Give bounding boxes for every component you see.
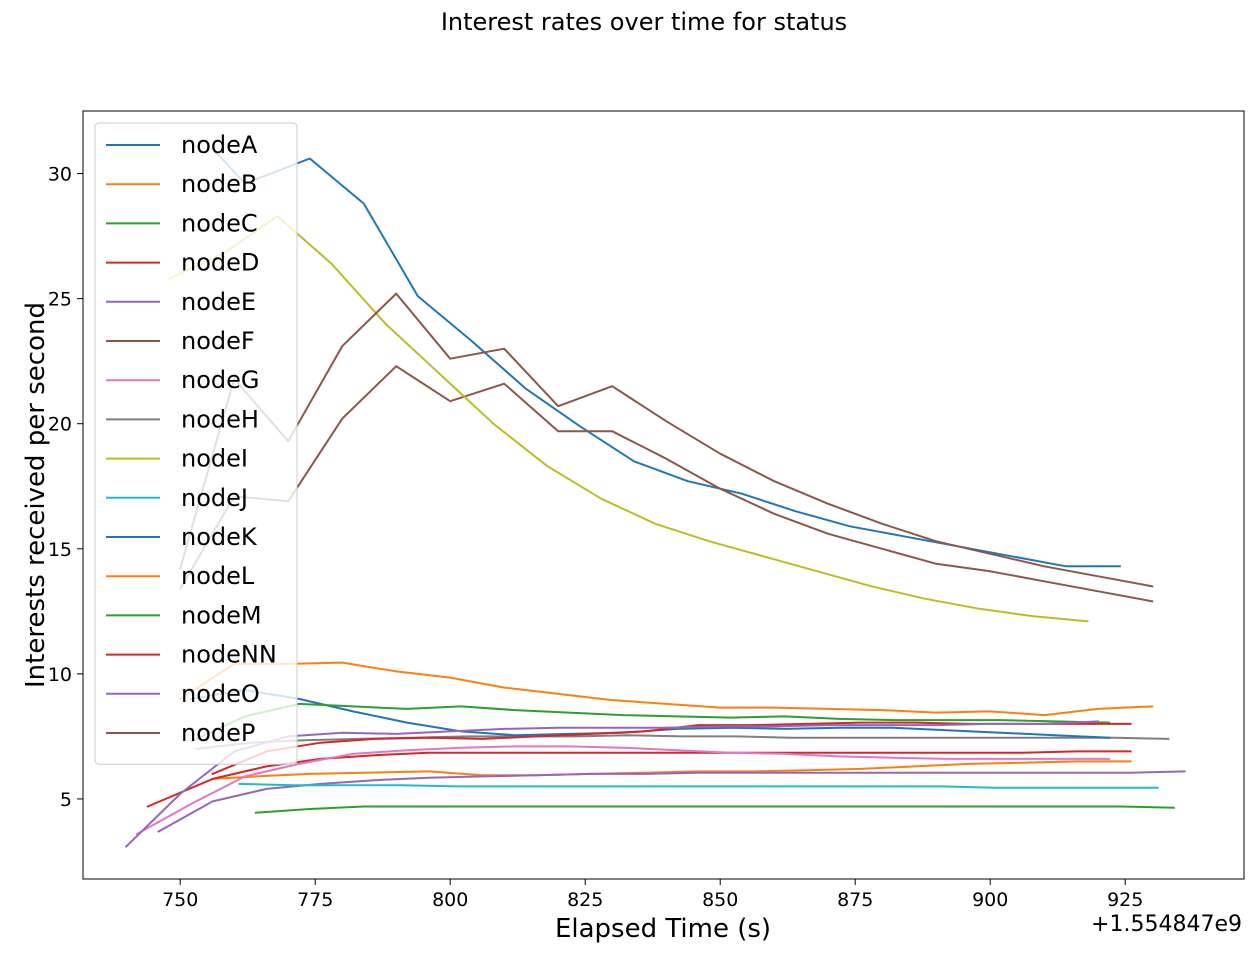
y-axis-label: Interests received per second [21, 302, 51, 688]
series-line-nodeNN [211, 721, 1132, 776]
y-tick-label: 30 [48, 164, 72, 186]
x-axis-label: Elapsed Time (s) [555, 914, 771, 944]
legend-label-nodeP: nodeP [181, 719, 255, 747]
plot-frame [82, 110, 1245, 880]
legend-label-nodeJ: nodeJ [181, 484, 248, 512]
series-line-nodeJ [238, 782, 1159, 789]
x-tick-label: 850 [702, 889, 738, 911]
x-tick-label: 900 [972, 889, 1008, 911]
legend-label-nodeM: nodeM [181, 601, 262, 629]
x-tick-label: 875 [837, 889, 873, 911]
legend-label-nodeD: nodeD [181, 249, 259, 277]
series-line-nodeM [189, 702, 1111, 743]
x-tick-label: 750 [162, 889, 198, 911]
legend-label-nodeE: nodeE [181, 288, 256, 316]
series-line-nodeG [135, 745, 1110, 836]
legend-label-nodeL: nodeL [181, 562, 255, 590]
legend-label-nodeB: nodeB [181, 170, 257, 198]
x-axis-offset-label: +1.554847e9 [1091, 912, 1242, 937]
series-line-nodeA [211, 147, 1121, 568]
legend-label-nodeK: nodeK [181, 523, 258, 551]
legend-label-nodeNN: nodeNN [181, 641, 277, 669]
y-axis-ticks: 5 10 15 20 25 30 [48, 164, 83, 811]
legend-box [94, 122, 298, 765]
y-tick-label: 25 [48, 289, 72, 311]
series-line-nodeH [195, 734, 1170, 751]
x-axis-ticks: 750 775 800 825 850 875 900 925 [162, 879, 1143, 911]
legend-label-nodeO: nodeO [181, 680, 260, 708]
x-tick-label: 825 [567, 889, 603, 911]
chart-title: Interest rates over time for status [441, 8, 847, 36]
legend-label-nodeI: nodeI [181, 445, 248, 473]
y-tick-label: 10 [48, 664, 72, 686]
legend-label-nodeA: nodeA [181, 131, 258, 159]
legend-label-nodeH: nodeH [181, 405, 259, 433]
y-tick-label: 5 [60, 789, 72, 811]
legend: nodeA nodeB nodeC nodeD nodeE nodeF nodeG nodeH… [94, 122, 298, 765]
series-line-nodeC [254, 805, 1175, 814]
y-tick-label: 20 [48, 414, 72, 436]
y-tick-label: 15 [48, 539, 72, 561]
series-line-nodeI [168, 215, 1089, 623]
x-tick-label: 775 [297, 889, 333, 911]
legend-label-nodeC: nodeC [181, 209, 258, 237]
series-line-nodeP [178, 292, 1154, 588]
x-tick-label: 800 [432, 889, 468, 911]
series-layer [124, 147, 1186, 848]
series-line-nodeE [157, 770, 1186, 833]
series-line-nodeB [211, 760, 1132, 780]
x-tick-label: 925 [1107, 889, 1143, 911]
series-line-nodeF [178, 365, 1154, 603]
legend-label-nodeG: nodeG [181, 366, 260, 394]
legend-label-nodeF: nodeF [181, 327, 255, 355]
series-line-nodeL [178, 661, 1154, 717]
